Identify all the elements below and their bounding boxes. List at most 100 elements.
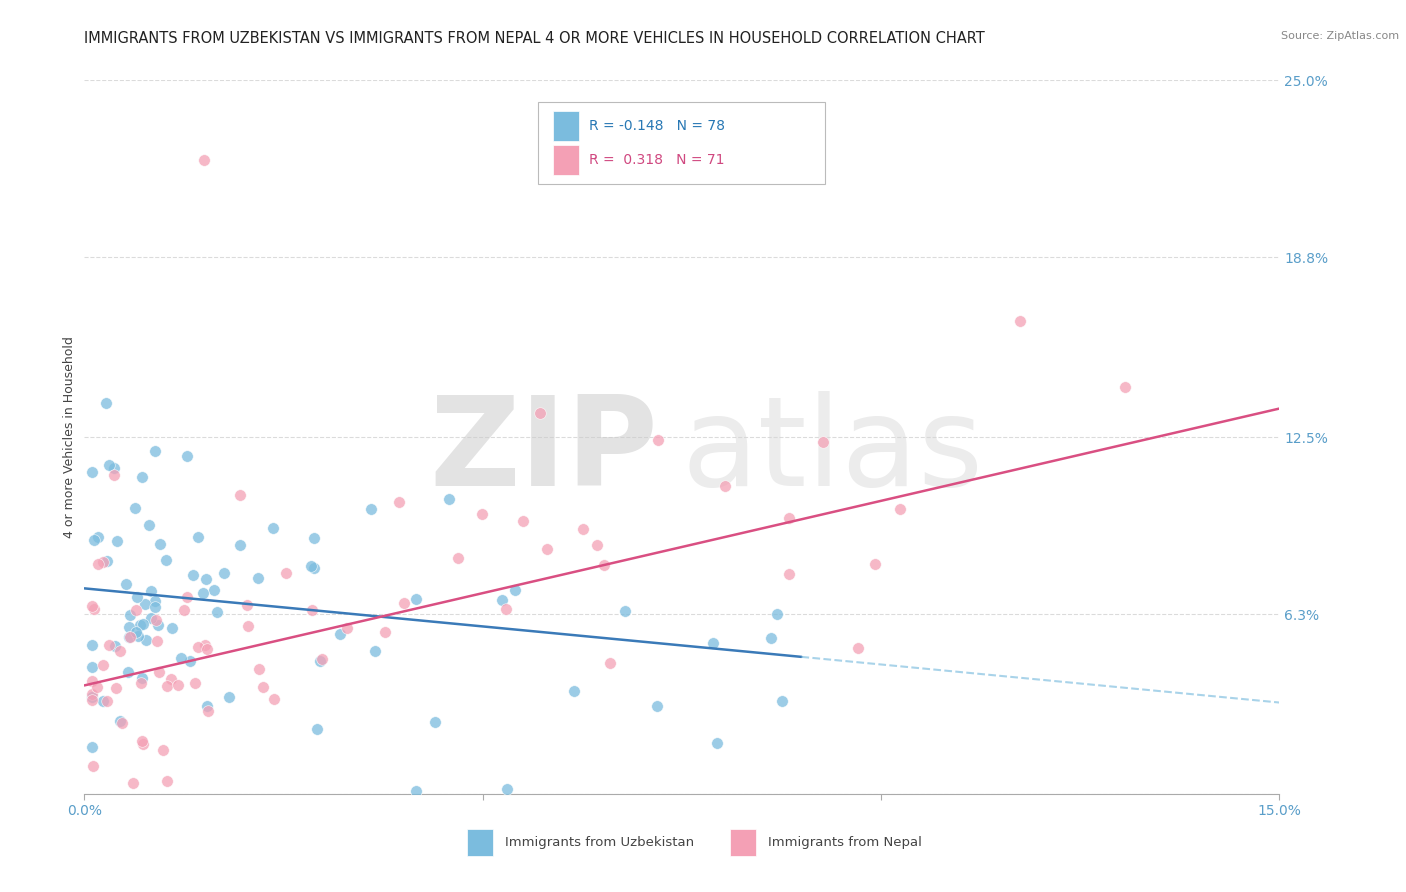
Point (364, 644, 387, 658)
Point (82, 690, 104, 704)
Point (82, 739, 104, 754)
Point (194, 638, 217, 652)
Point (149, 536, 172, 550)
Point (108, 644, 131, 658)
Point (86, 558, 108, 572)
Point (191, 586, 214, 600)
Point (439, 491, 461, 506)
Point (131, 671, 153, 685)
Point (124, 501, 146, 516)
Point (125, 590, 148, 604)
Point (562, 683, 585, 698)
Point (160, 621, 183, 635)
Point (309, 654, 332, 668)
Point (263, 691, 285, 706)
Point (238, 619, 260, 633)
Point (82, 465, 104, 479)
Point (138, 518, 160, 533)
Point (846, 641, 869, 656)
Point (195, 699, 218, 714)
Point (529, 406, 551, 420)
Point (96, 553, 118, 567)
Point (236, 599, 259, 613)
Point (176, 590, 198, 604)
Point (91, 657, 114, 672)
Point (194, 572, 217, 586)
Point (96, 395, 118, 409)
Point (388, 495, 411, 509)
Point (82, 639, 104, 653)
Bar (467, 829, 494, 856)
Point (302, 560, 325, 574)
Point (1114, 380, 1136, 394)
Point (360, 501, 382, 516)
Point (148, 665, 170, 679)
Point (405, 592, 427, 607)
Point (103, 461, 125, 475)
Bar (730, 829, 756, 856)
Point (302, 531, 325, 545)
Point (262, 521, 284, 535)
Point (778, 511, 800, 525)
Point (145, 599, 167, 614)
Point (571, 522, 593, 536)
Point (129, 676, 152, 690)
Point (143, 443, 166, 458)
Point (86, 680, 108, 694)
Point (813, 435, 835, 450)
Point (329, 627, 352, 641)
Point (134, 597, 156, 611)
Point (218, 690, 240, 704)
Point (702, 636, 724, 650)
Point (105, 533, 128, 548)
Point (195, 642, 218, 657)
Text: ZIP: ZIP (429, 391, 658, 512)
Point (156, 773, 179, 788)
Point (83, 602, 105, 616)
Point (613, 604, 636, 618)
Point (647, 434, 669, 448)
Point (214, 566, 236, 580)
Point (759, 631, 782, 645)
Point (139, 583, 162, 598)
Point (193, 153, 215, 168)
Point (103, 468, 125, 483)
Point (183, 676, 205, 690)
Point (155, 552, 177, 566)
Point (135, 633, 157, 648)
Point (496, 781, 519, 796)
Point (592, 558, 614, 573)
Point (148, 618, 170, 632)
Point (495, 601, 517, 615)
Point (252, 680, 274, 694)
Text: Immigrants from Nepal: Immigrants from Nepal (768, 836, 922, 849)
Point (143, 594, 166, 608)
Point (156, 679, 179, 693)
Point (491, 592, 513, 607)
Point (863, 557, 886, 571)
Point (82, 693, 104, 707)
Point (770, 694, 793, 708)
Point (118, 620, 141, 634)
Point (301, 603, 323, 617)
Point (131, 733, 153, 747)
Point (160, 673, 183, 687)
Bar (553, 111, 579, 141)
Point (96, 694, 118, 708)
Point (122, 776, 145, 790)
Point (536, 542, 558, 557)
Point (152, 742, 174, 756)
Point (202, 582, 225, 597)
Point (87, 530, 110, 544)
Point (169, 651, 191, 665)
Text: IMMIGRANTS FROM UZBEKISTAN VS IMMIGRANTS FROM NEPAL 4 OR MORE VEHICLES IN HOUSEH: IMMIGRANTS FROM UZBEKISTAN VS IMMIGRANTS… (84, 31, 986, 46)
Point (394, 596, 416, 610)
Point (117, 630, 139, 644)
Point (104, 639, 127, 653)
Point (82, 660, 104, 674)
Point (425, 714, 447, 729)
Point (97, 638, 120, 652)
Point (131, 737, 153, 751)
Point (131, 470, 153, 484)
Point (503, 583, 526, 598)
